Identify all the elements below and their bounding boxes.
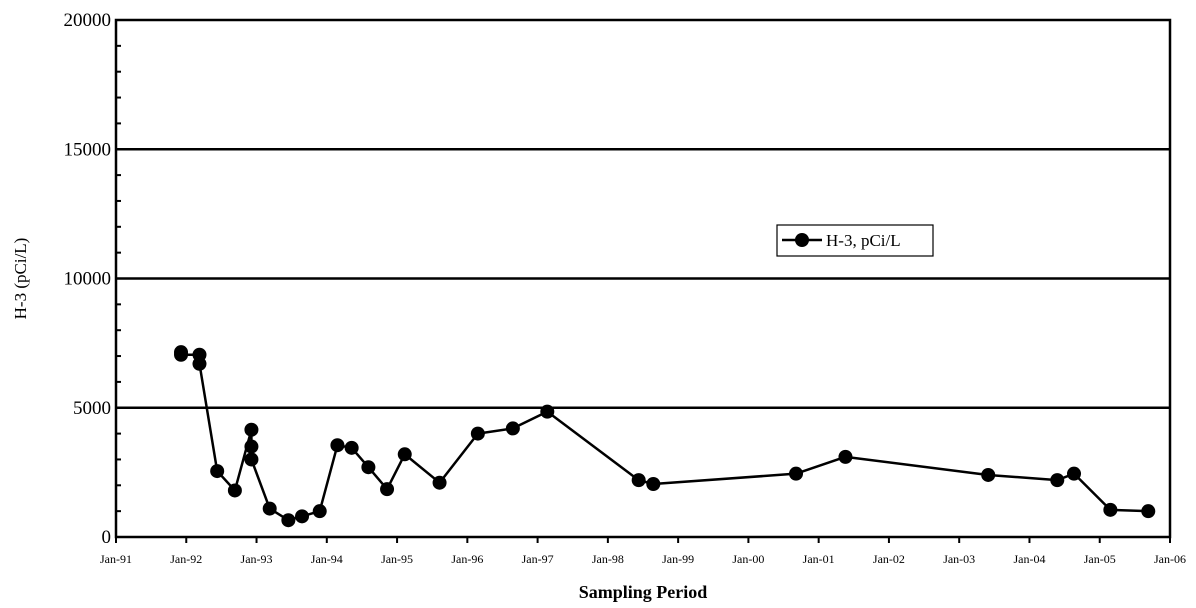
x-tick-label: Jan-06: [1154, 552, 1186, 566]
data-point: [397, 447, 412, 462]
legend: H-3, pCi/L: [776, 224, 934, 257]
data-point: [295, 509, 310, 524]
data-point: [981, 467, 996, 482]
data-point: [344, 440, 359, 455]
data-point: [244, 452, 259, 467]
data-point: [838, 449, 853, 464]
x-tick-label: Jan-00: [732, 552, 764, 566]
x-tick-label: Jan-93: [241, 552, 273, 566]
data-point: [281, 513, 296, 528]
x-axis-title: Sampling Period: [579, 582, 708, 602]
data-point: [330, 438, 345, 453]
data-point: [312, 504, 327, 519]
y-axis-ticks: 0 5000 10000 15000 20000: [64, 10, 122, 548]
data-point: [505, 421, 520, 436]
data-point: [244, 439, 259, 454]
y-tick-label: 20000: [64, 10, 112, 31]
data-point: [789, 466, 804, 481]
data-point: [227, 483, 242, 498]
x-tick-label: Jan-97: [522, 552, 554, 566]
data-point: [1103, 502, 1118, 517]
data-point: [380, 482, 395, 497]
data-point: [1141, 504, 1156, 519]
gridlines: [116, 148, 1170, 409]
x-tick-label: Jan-94: [311, 552, 343, 566]
data-point: [244, 422, 259, 437]
legend-label: H-3, pCi/L: [826, 231, 901, 250]
x-axis-ticks: Jan-91 Jan-92 Jan-93 Jan-94 Jan-95 Jan-96 Jan-…: [100, 537, 1186, 566]
data-point: [361, 460, 376, 475]
data-point: [1067, 466, 1082, 481]
y-axis-title: H-3 (pCi/L): [11, 238, 30, 320]
data-point: [646, 477, 661, 492]
data-point: [540, 404, 555, 419]
x-tick-label: Jan-95: [381, 552, 413, 566]
y-tick-label: 5000: [73, 398, 111, 419]
y-tick-label: 0: [102, 527, 112, 548]
data-point: [262, 501, 277, 516]
y-tick-label: 10000: [64, 269, 112, 290]
series-group: [174, 345, 1156, 528]
x-tick-label: Jan-91: [100, 552, 132, 566]
x-tick-label: Jan-96: [451, 552, 483, 566]
data-point: [432, 475, 447, 490]
x-tick-label: Jan-05: [1084, 552, 1116, 566]
x-tick-label: Jan-04: [1013, 552, 1045, 566]
x-tick-label: Jan-03: [943, 552, 975, 566]
data-point: [470, 426, 485, 441]
x-tick-label: Jan-98: [592, 552, 624, 566]
data-point: [1050, 473, 1065, 488]
x-tick-label: Jan-02: [873, 552, 905, 566]
x-tick-label: Jan-92: [170, 552, 202, 566]
series-line: [179, 352, 1149, 522]
x-tick-label: Jan-01: [803, 552, 835, 566]
data-point: [631, 473, 646, 488]
x-tick-label: Jan-99: [662, 552, 694, 566]
legend-swatch-marker: [795, 233, 809, 247]
data-point: [174, 347, 189, 362]
data-point: [210, 464, 225, 479]
data-point: [192, 356, 207, 371]
y-tick-label: 15000: [64, 139, 112, 160]
